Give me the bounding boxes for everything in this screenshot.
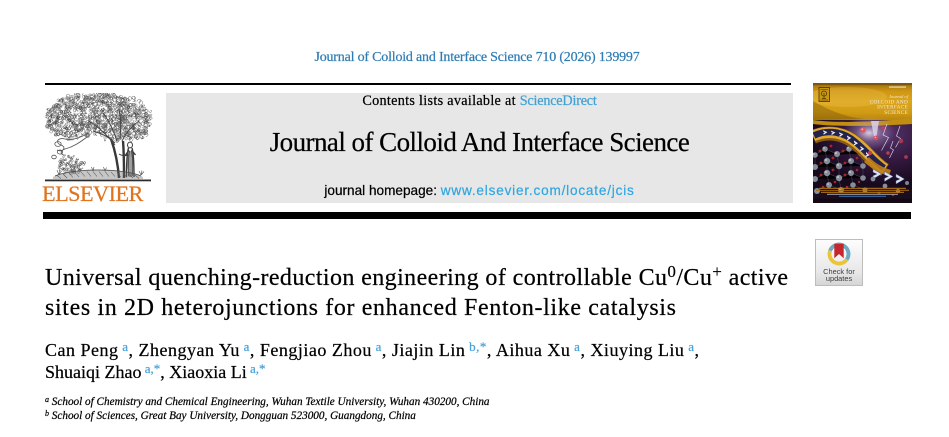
- svg-text:updates: updates: [826, 274, 853, 283]
- svg-text:SCIENCE: SCIENCE: [884, 110, 908, 116]
- svg-text:Check for: Check for: [823, 267, 855, 276]
- svg-text:Journal of: Journal of: [889, 94, 909, 99]
- svg-text:COLLOID AND: COLLOID AND: [870, 100, 908, 106]
- svg-text:INTERFACE: INTERFACE: [877, 105, 908, 111]
